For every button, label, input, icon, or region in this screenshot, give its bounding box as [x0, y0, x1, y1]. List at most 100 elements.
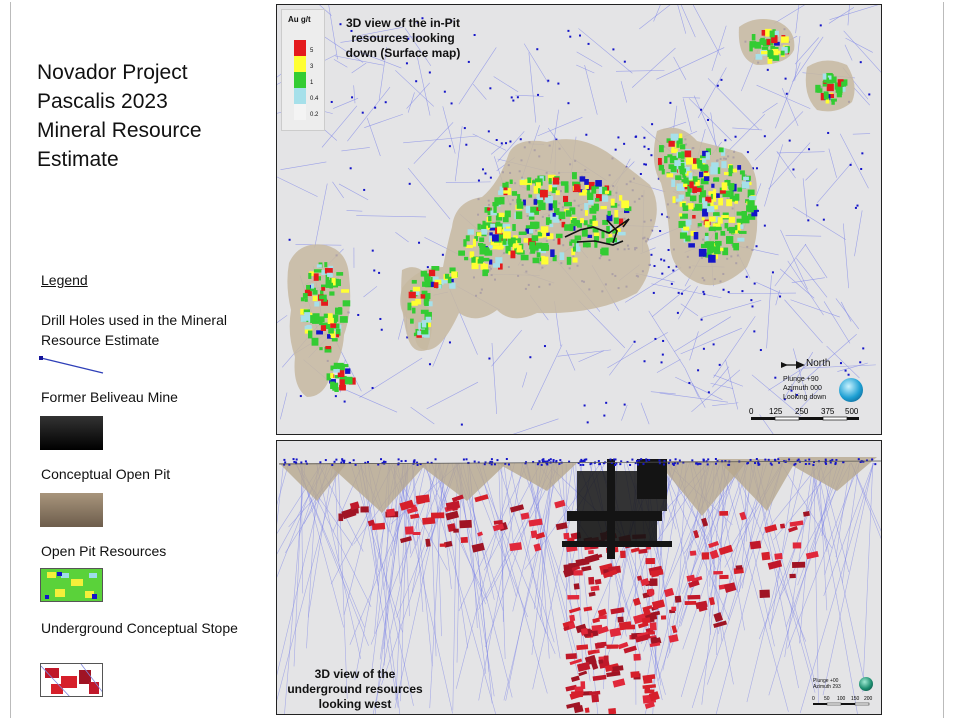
grade-block	[548, 203, 553, 211]
grade-block	[311, 337, 319, 346]
drill-collar	[669, 459, 672, 462]
stope-block	[713, 570, 723, 575]
grade-block	[529, 229, 534, 234]
grade-block	[324, 346, 332, 353]
stope-block	[759, 589, 770, 598]
drill-collar	[648, 458, 651, 461]
drill-hole-trace	[535, 462, 550, 659]
drill-hole-trace	[333, 97, 359, 109]
grade-block	[304, 289, 312, 297]
drill-hole-trace	[656, 47, 725, 80]
stope-block	[412, 531, 421, 536]
drill-hole-trace	[557, 349, 612, 357]
drill-collar	[335, 458, 338, 461]
scale-tick-label: 150	[851, 696, 860, 702]
stope-block	[576, 644, 589, 651]
north-arrow-icon	[781, 361, 805, 369]
drill-collar	[658, 459, 661, 462]
grade-block	[525, 205, 531, 214]
stope-block	[609, 627, 622, 638]
grade-block	[487, 207, 491, 211]
stope-block	[767, 559, 783, 570]
grade-block	[601, 247, 609, 256]
drill-collar	[416, 21, 419, 24]
drill-collar	[484, 461, 487, 464]
drill-hole-trace	[359, 462, 414, 706]
surface-map-panel[interactable]: 3D view of the in-Pit resources looking …	[276, 4, 882, 435]
grade-block	[686, 221, 691, 229]
grade-block	[693, 231, 699, 240]
stope-block	[686, 574, 696, 582]
grade-block	[743, 219, 750, 223]
grade-block	[688, 243, 695, 248]
stope-block	[697, 603, 708, 612]
stope-block	[646, 610, 661, 618]
drill-collar	[605, 401, 608, 404]
stope-block	[584, 707, 590, 713]
drill-hole-trace	[774, 5, 805, 24]
grade-block	[425, 316, 432, 323]
stope-block	[701, 552, 710, 560]
grade-block	[325, 274, 330, 281]
grade-block	[578, 189, 584, 193]
grade-block	[507, 188, 512, 196]
grade-block	[741, 181, 750, 189]
drill-hole-trace	[277, 176, 318, 197]
drill-collar	[465, 143, 468, 146]
drill-collar	[555, 138, 558, 141]
grade-block	[490, 223, 496, 228]
drill-hole-trace	[359, 357, 423, 398]
drill-hole-trace	[756, 84, 811, 109]
stope-block	[566, 545, 578, 553]
grade-block	[520, 254, 529, 261]
drill-collar	[583, 459, 586, 462]
grade-block	[411, 279, 417, 284]
grade-block	[701, 198, 706, 204]
stope-block	[520, 512, 530, 520]
grade-block	[505, 226, 511, 230]
grade-block	[767, 56, 773, 64]
drill-hole-trace	[522, 372, 528, 388]
drill-hole-trace	[578, 28, 633, 74]
grade-block	[696, 206, 703, 211]
drill-collar	[426, 266, 429, 269]
grade-block	[771, 48, 779, 56]
drill-collar	[603, 414, 606, 417]
drill-hole-trace	[383, 462, 407, 650]
stope-block	[633, 653, 641, 661]
drill-hole-trace	[455, 462, 515, 689]
stope-block	[612, 678, 626, 688]
grade-block	[823, 77, 830, 83]
grade-block	[715, 167, 721, 174]
grade-block	[589, 219, 595, 224]
drill-collar	[660, 213, 663, 216]
grade-block	[705, 152, 710, 160]
stope-block	[617, 616, 624, 623]
grade-block	[582, 242, 591, 248]
grade-block	[534, 178, 543, 186]
drill-collar	[707, 458, 710, 461]
grade-block	[740, 224, 744, 229]
drill-collar	[504, 462, 507, 465]
drill-collar	[718, 363, 721, 366]
stope-block	[406, 506, 418, 514]
drill-hole-trace	[280, 161, 327, 170]
grade-block	[607, 210, 611, 216]
grade-block	[336, 272, 344, 276]
stope-block	[640, 577, 650, 587]
stope-block	[610, 607, 625, 615]
drill-collar	[645, 458, 648, 461]
drill-hole-trace	[395, 70, 434, 107]
grade-block	[702, 158, 707, 164]
section-view-panel[interactable]: 3D view of the underground resources loo…	[276, 440, 882, 715]
stope-block	[789, 573, 796, 579]
drill-hole-trace	[540, 462, 553, 620]
grade-block	[516, 201, 524, 209]
stope-block	[719, 511, 729, 516]
grade-block	[449, 282, 456, 289]
drill-collar	[484, 172, 487, 175]
drill-collar	[330, 100, 333, 103]
drill-hole-trace	[607, 332, 668, 369]
grade-block	[826, 72, 833, 78]
drill-collar	[784, 77, 787, 80]
